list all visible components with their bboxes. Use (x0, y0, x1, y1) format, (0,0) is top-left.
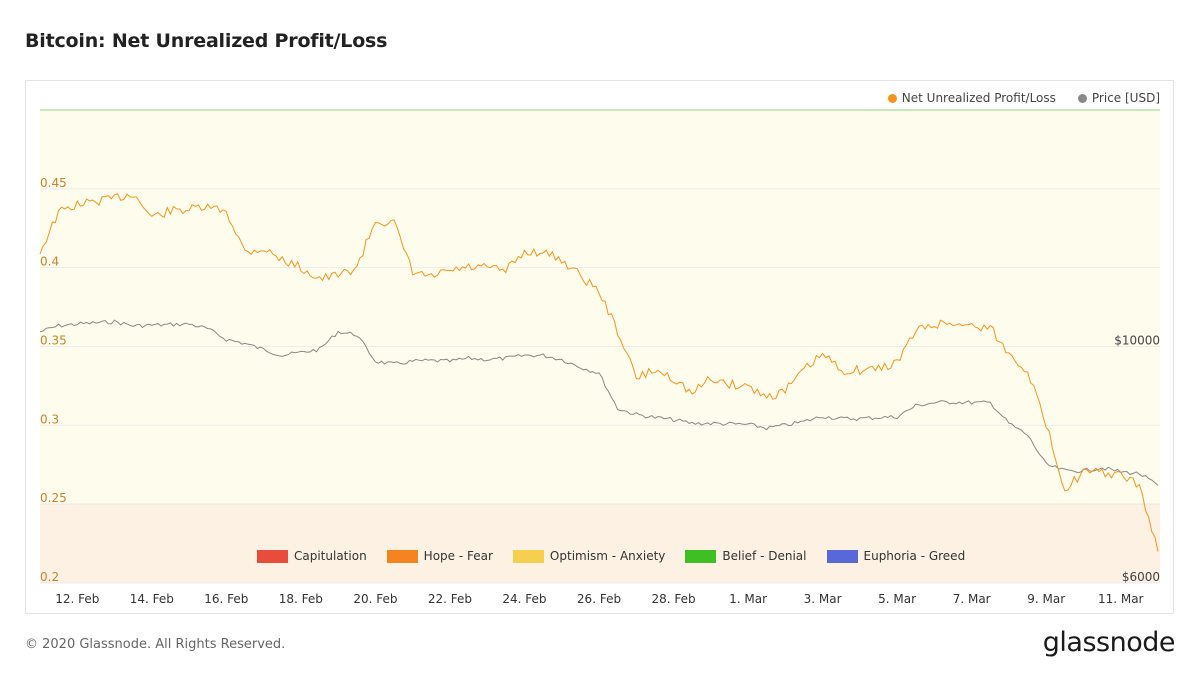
y-right-tick-label: $10000 (1114, 334, 1160, 348)
y-left-tick-label: 0.2 (40, 570, 59, 584)
x-tick-label: 1. Mar (729, 592, 767, 606)
x-tick-label: 16. Feb (204, 592, 248, 606)
y-left-tick-label: 0.45 (40, 176, 67, 190)
zone-swatch (685, 549, 717, 563)
y-left-tick-label: 0.3 (40, 412, 59, 426)
chart-title: Bitcoin: Net Unrealized Profit/Loss (25, 30, 388, 52)
legend-marker-icon (887, 93, 897, 103)
zone-label: Belief - Denial (722, 549, 807, 563)
price-series-line (39, 319, 1159, 486)
x-tick-label: 28. Feb (651, 592, 695, 606)
legend-label: Net Unrealized Profit/Loss (901, 91, 1056, 105)
x-tick-label: 9. Mar (1027, 592, 1065, 606)
zone-swatch (386, 549, 418, 563)
copyright-footer: © 2020 Glassnode. All Rights Reserved. (25, 637, 286, 652)
zone-capitulation: Capitulation (257, 549, 367, 563)
x-tick-label: 20. Feb (353, 592, 397, 606)
legend-item-price[interactable]: Price [USD] (1077, 91, 1160, 105)
legend-item-nupl[interactable]: Net Unrealized Profit/Loss (887, 91, 1056, 105)
zone-label: Euphoria - Greed (863, 549, 966, 563)
zone-swatch (257, 549, 288, 563)
zone-optimism-anxiety: Optimism - Anxiety (512, 549, 666, 563)
zone-label: Optimism - Anxiety (549, 549, 666, 563)
y-left-tick-label: 0.35 (40, 334, 67, 348)
series-legend: Net Unrealized Profit/Loss Price [USD] (887, 91, 1160, 105)
x-tick-label: 24. Feb (502, 592, 546, 606)
x-tick-label: 14. Feb (130, 592, 174, 606)
x-tick-label: 18. Feb (279, 592, 323, 606)
zone-swatch (512, 549, 544, 563)
zone-label: Hope - Fear (423, 549, 493, 563)
x-tick-label: 12. Feb (55, 592, 99, 606)
legend-marker-icon (1077, 93, 1087, 103)
x-tick-label: 5. Mar (878, 592, 916, 606)
zone-band (40, 504, 1160, 583)
nupl-series-line (39, 193, 1159, 552)
x-tick-label: 7. Mar (953, 592, 991, 606)
zone-legend: Capitulation Hope - Fear Optimism - Anxi… (257, 549, 965, 563)
y-left-tick-label: 0.4 (40, 255, 59, 269)
x-tick-label: 22. Feb (428, 592, 472, 606)
legend-label: Price [USD] (1091, 91, 1160, 105)
x-tick-label: 11. Mar (1098, 592, 1144, 606)
zone-euphoria-greed: Euphoria - Greed (826, 549, 966, 563)
zone-label: Capitulation (294, 549, 367, 563)
x-tick-label: 3. Mar (804, 592, 842, 606)
x-tick-label: 26. Feb (577, 592, 621, 606)
zone-swatch (826, 549, 858, 563)
zone-hope-fear: Hope - Fear (386, 549, 493, 563)
zone-band (40, 110, 1160, 505)
glassnode-logo[interactable]: glassnode (1042, 627, 1176, 658)
y-right-tick-label: $6000 (1122, 570, 1160, 584)
zone-belief-denial: Belief - Denial (685, 549, 807, 563)
y-left-tick-label: 0.25 (40, 491, 67, 505)
